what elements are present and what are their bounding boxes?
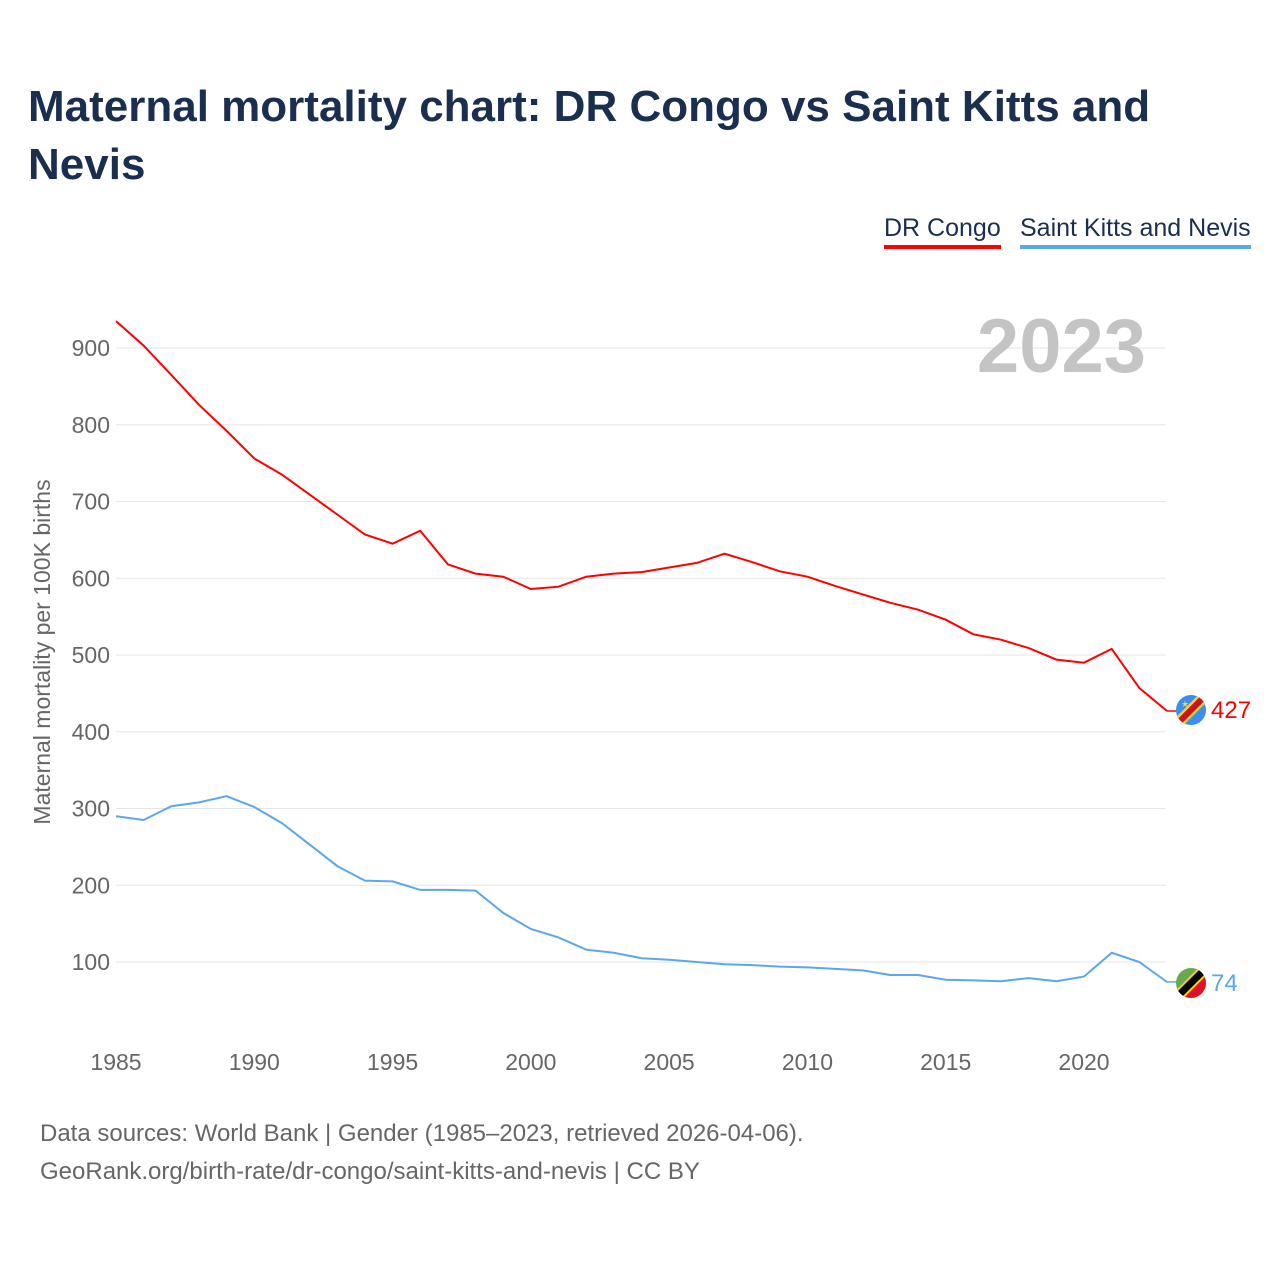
y-tick-label: 300 [72, 796, 110, 822]
y-tick-label: 800 [72, 412, 110, 438]
x-tick-label: 2000 [505, 1049, 556, 1075]
x-tick-label: 1990 [229, 1049, 280, 1075]
y-tick-label: 900 [72, 335, 110, 361]
dr-congo-flag-icon: ★ [1176, 695, 1206, 725]
y-axis-label: Maternal mortality per 100K births [29, 479, 55, 824]
legend-item-dr-congo[interactable]: DR Congo [884, 214, 1001, 249]
x-tick-label: 2015 [920, 1049, 971, 1075]
dr-congo-end-value: 427 [1211, 697, 1251, 724]
x-tick-label: 1995 [367, 1049, 418, 1075]
y-tick-label: 100 [72, 949, 110, 975]
legend-item-saint-kitts-and-nevis[interactable]: Saint Kitts and Nevis [1020, 214, 1251, 249]
x-tick-label: 2010 [782, 1049, 833, 1075]
x-tick-label: 2020 [1058, 1049, 1109, 1075]
x-tick-label: 1985 [90, 1049, 141, 1075]
y-tick-label: 700 [72, 489, 110, 515]
saint-kitts-end-value: 74 [1211, 970, 1238, 997]
y-tick-label: 400 [72, 719, 110, 745]
x-tick-label: 2005 [644, 1049, 695, 1075]
year-label: 2023 [977, 304, 1146, 389]
series-line-saint-kitts-and-nevis[interactable] [115, 795, 1168, 983]
y-tick-label: 600 [72, 565, 110, 591]
y-tick-label: 200 [72, 872, 110, 898]
chart-title: Maternal mortality chart: DR Congo vs Sa… [28, 82, 1151, 189]
y-tick-label: 500 [72, 642, 110, 668]
footer-link[interactable]: GeoRank.org/birth-rate/dr-congo/saint-ki… [40, 1158, 700, 1185]
footer-sources: Data sources: World Bank | Gender (1985–… [40, 1120, 804, 1147]
series-line-dr-congo[interactable] [115, 320, 1168, 712]
saint-kitts-and-nevis-flag-icon [1176, 968, 1206, 998]
svg-text:★: ★ [1181, 699, 1189, 709]
